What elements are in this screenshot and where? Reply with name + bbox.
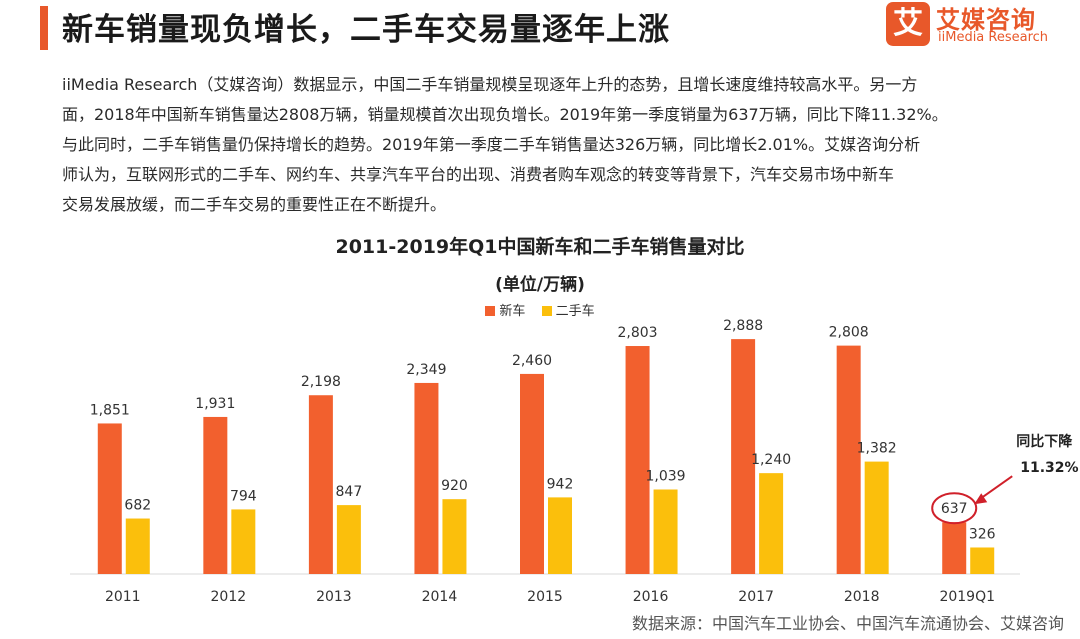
x-tick-label: 2014 (422, 589, 458, 605)
bar-used-car (336, 505, 361, 574)
data-label-used-car: 920 (441, 478, 468, 494)
data-label-used-car: 942 (547, 476, 574, 492)
bar-used-car (970, 547, 995, 574)
bar-new-car (520, 373, 544, 574)
bar-new-car (625, 346, 650, 574)
bar-new-car (942, 522, 967, 574)
summary-paragraph: iiMedia Research（艾媒咨询）数据显示，中国二手车销量规模呈现逐年… (62, 70, 1027, 220)
logo-mark-icon: 艾 (886, 2, 930, 46)
annotation-arrow-line (977, 475, 1013, 502)
data-label-new-car: 1,851 (90, 402, 130, 418)
logo-name-cn: 艾媒咨询 (936, 6, 1036, 34)
data-label-used-car: 1,382 (857, 441, 897, 457)
paragraph-line: iiMedia Research（艾媒咨询）数据显示，中国二手车销量规模呈现逐年… (62, 75, 918, 94)
x-tick-label: 2013 (316, 589, 352, 605)
highlight-circle (931, 492, 978, 525)
paragraph-line: 交易发展放缓，而二手车交易的重要性正在不断提升。 (62, 195, 447, 214)
x-tick-label: 2018 (844, 589, 880, 605)
logo-name-en: iiMedia Research (938, 30, 1049, 45)
annotation-arrow-head-icon (974, 493, 988, 505)
bar-used-car (759, 473, 784, 574)
bar-new-car (836, 345, 861, 574)
data-label-used-car: 794 (230, 488, 257, 504)
legend-swatch-used-car (541, 306, 552, 316)
data-label-new-car: 2,198 (301, 374, 341, 390)
legend-label-new-car: 新车 (499, 304, 526, 319)
data-label-new-car: 2,808 (829, 325, 869, 341)
bar-new-car (731, 339, 756, 574)
bar-new-car (414, 382, 439, 574)
bar-used-car (231, 509, 256, 574)
legend-item-new-car: 新车 (485, 300, 525, 319)
bar-used-car (548, 497, 572, 574)
paragraph-line: 师认为，互联网形式的二手车、网约车、共享汽车平台的出现、消费者购车观念的转变等背… (62, 165, 895, 184)
bar-new-car (203, 416, 228, 574)
bar-used-car (864, 461, 889, 574)
data-label-new-car: 637 (941, 501, 968, 517)
data-label-used-car: 1,039 (646, 468, 686, 484)
data-label-new-car: 2,349 (406, 362, 446, 378)
bar-new-car (308, 395, 333, 574)
legend-label-used-car: 二手车 (555, 304, 595, 319)
x-tick-label: 2019Q1 (939, 589, 995, 605)
annotation-text: 同比下降 (1016, 433, 1073, 450)
x-tick-label: 2012 (211, 589, 247, 605)
data-label-new-car: 1,931 (195, 396, 235, 412)
page-title: 新车销量现负增长，二手车交易量逐年上涨 (62, 12, 670, 48)
data-label-used-car: 847 (336, 484, 363, 500)
title-accent-bar (40, 6, 48, 50)
data-label-new-car: 2,460 (512, 353, 552, 369)
data-label-new-car: 2,888 (723, 318, 763, 334)
bar-used-car (125, 518, 150, 574)
chart-legend: 新车 二手车 (0, 300, 1080, 319)
data-source-note: 数据来源：中国汽车工业协会、中国汽车流通协会、艾媒咨询 (631, 614, 1064, 633)
x-tick-label: 2015 (527, 589, 563, 605)
bar-new-car (97, 423, 122, 574)
paragraph-line: 面，2018年中国新车销售量达2808万辆，销量规模首次出现负增长。2019年第… (62, 105, 948, 124)
data-label-used-car: 326 (969, 526, 996, 542)
data-label-used-car: 682 (124, 498, 151, 514)
bar-used-car (442, 499, 467, 574)
x-tick-label: 2016 (633, 589, 669, 605)
brand-logo: 艾 艾媒咨询 iiMedia Research (886, 0, 1066, 52)
legend-item-used-car: 二手车 (541, 300, 595, 319)
bar-used-car (653, 489, 678, 574)
chart-title: 2011-2019年Q1中国新车和二手车销售量对比 (335, 236, 745, 258)
data-label-new-car: 2,803 (618, 325, 658, 341)
x-tick-label: 2017 (738, 589, 774, 605)
legend-swatch-new-car (485, 306, 496, 316)
chart-subtitle: (单位/万辆) (495, 275, 585, 295)
paragraph-line: 与此同时，二手车销售量仍保持增长的趋势。2019年第一季度二手车销售量达326万… (62, 135, 921, 154)
x-tick-label: 2011 (105, 589, 141, 605)
data-label-used-car: 1,240 (751, 452, 791, 468)
annotation-value: 11.32% (1020, 460, 1078, 476)
